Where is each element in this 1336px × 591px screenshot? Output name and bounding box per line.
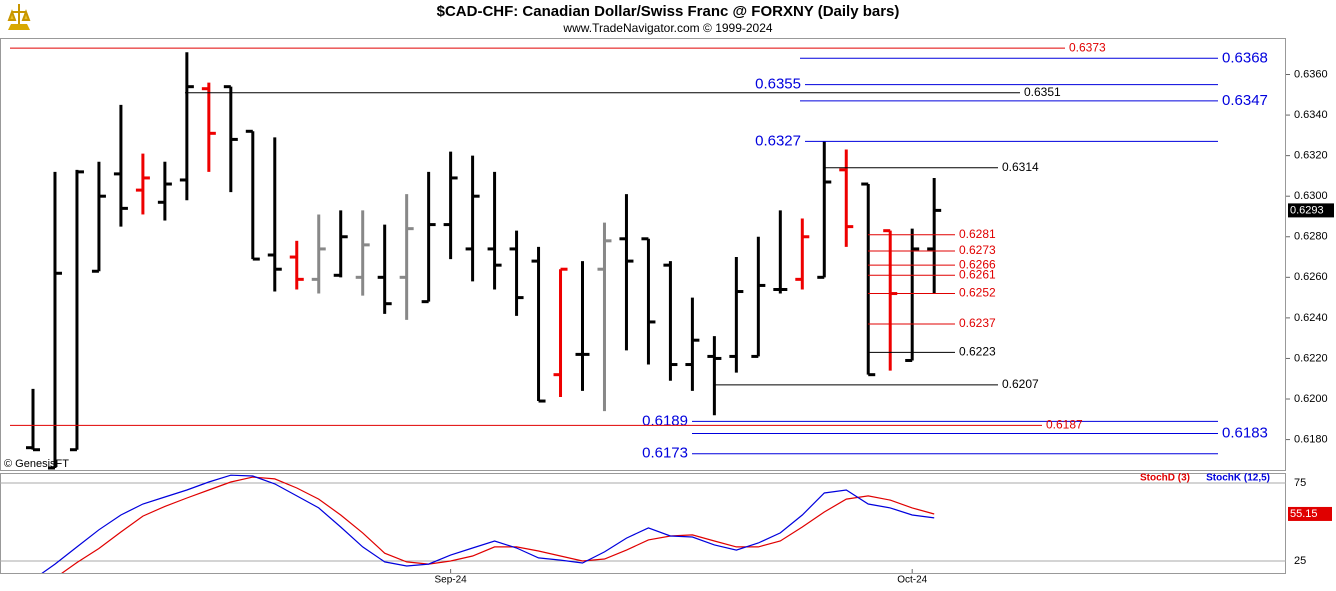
level-label: 0.6223	[959, 345, 996, 359]
level-label: 0.6173	[642, 445, 688, 462]
y-tick-label: 0.6260	[1294, 271, 1328, 283]
level-label: 0.6187	[1046, 418, 1083, 432]
level-label: 0.6237	[959, 316, 996, 330]
level-label: 0.6189	[642, 412, 688, 429]
level-label: 0.6351	[1024, 85, 1061, 99]
y-tick-label: 0.6340	[1294, 109, 1328, 121]
last-value-label: 55.15	[1290, 508, 1318, 520]
level-label: 0.6266	[959, 257, 996, 271]
level-label: 0.6183	[1222, 424, 1268, 441]
chart-subtitle: www.TradeNavigator.com © 1999-2024	[562, 21, 772, 35]
logo	[7, 4, 31, 30]
level-label: 0.6281	[959, 227, 996, 241]
last-value-box	[1288, 506, 1332, 521]
last-price-box	[1288, 203, 1334, 218]
y-tick-label: 25	[1294, 555, 1306, 567]
level-label: 0.6355	[755, 76, 801, 93]
level-label: 0.6373	[1069, 40, 1106, 54]
y-tick-label: 0.6180	[1294, 433, 1328, 445]
x-tick-label: Sep-24	[434, 575, 467, 586]
y-tick-label: 0.6220	[1294, 352, 1328, 364]
legend-entry: StochK (12,5)	[1206, 473, 1270, 484]
credit: © GenesisFT	[4, 458, 69, 470]
level-label: 0.6347	[1222, 92, 1268, 109]
level-label: 0.6327	[755, 132, 801, 149]
main-panel	[0, 38, 1286, 471]
x-tick-label: Oct-24	[897, 575, 927, 586]
level-label: 0.6273	[959, 243, 996, 257]
lower-plot	[41, 474, 935, 573]
level-label: 0.6314	[1002, 160, 1039, 174]
level-label: 0.6252	[959, 286, 996, 300]
stoch-line	[61, 476, 935, 573]
y-tick-label: 0.6200	[1294, 393, 1328, 405]
level-label: 0.6207	[1002, 377, 1039, 391]
level-label: 0.6261	[959, 267, 996, 281]
y-tick-label: 0.6240	[1294, 312, 1328, 324]
lower-panel	[0, 473, 1286, 574]
y-tick-label: 0.6320	[1294, 150, 1328, 162]
main-plot	[26, 52, 942, 470]
level-label: 0.6368	[1222, 49, 1268, 66]
y-tick-label: 0.6300	[1294, 190, 1328, 202]
last-price-label: 0.6293	[1290, 204, 1324, 216]
y-tick-label: 0.6280	[1294, 231, 1328, 243]
legend-entry: StochD (3)	[1140, 473, 1190, 484]
stoch-line	[41, 474, 935, 573]
chart-title: $CAD-CHF: Canadian Dollar/Swiss Franc @ …	[437, 3, 900, 20]
y-tick-label: 0.6360	[1294, 68, 1328, 80]
y-tick-label: 75	[1294, 477, 1306, 489]
